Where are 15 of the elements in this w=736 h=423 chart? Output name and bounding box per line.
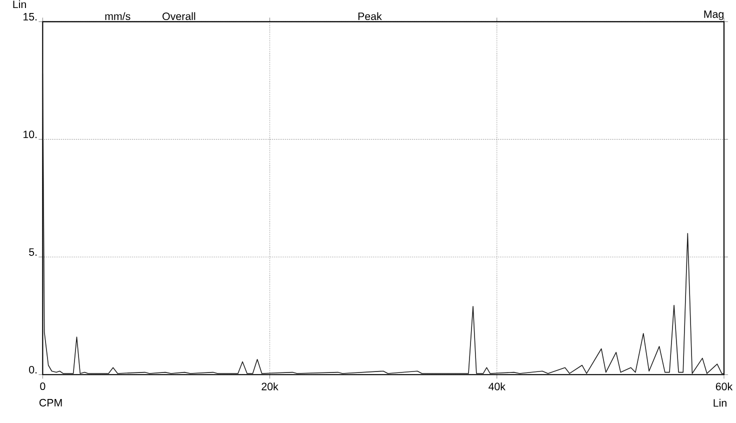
y-tick-label: 10. <box>24 130 37 138</box>
text: Lin <box>13 0 26 8</box>
text: mm/s <box>105 12 130 20</box>
y-tick-label: 15. <box>24 13 37 20</box>
text: Mag <box>704 10 724 20</box>
y-tick-label: 5. <box>29 248 37 256</box>
text: Lin <box>714 398 726 407</box>
text: Overall <box>162 12 196 20</box>
text: Peak <box>358 12 382 20</box>
x-tick-label: 20k <box>262 382 278 390</box>
x-tick-label: 60k <box>716 382 733 390</box>
x-tick-label: 0 <box>40 382 46 390</box>
x-axis-title: CPM <box>39 398 62 406</box>
x-tick-label: 40k <box>488 382 506 390</box>
y-tick-label: 0. <box>29 366 37 374</box>
